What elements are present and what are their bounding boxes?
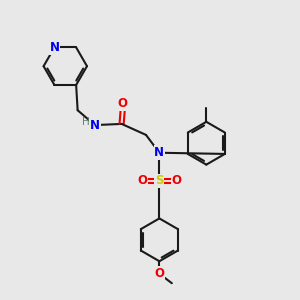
Text: O: O [154, 267, 164, 280]
Text: O: O [137, 175, 147, 188]
Text: H: H [82, 116, 89, 127]
Text: N: N [90, 118, 100, 132]
Text: O: O [172, 175, 182, 188]
Text: O: O [118, 97, 128, 110]
Text: N: N [154, 146, 164, 159]
Text: S: S [155, 175, 164, 188]
Text: N: N [50, 41, 59, 54]
